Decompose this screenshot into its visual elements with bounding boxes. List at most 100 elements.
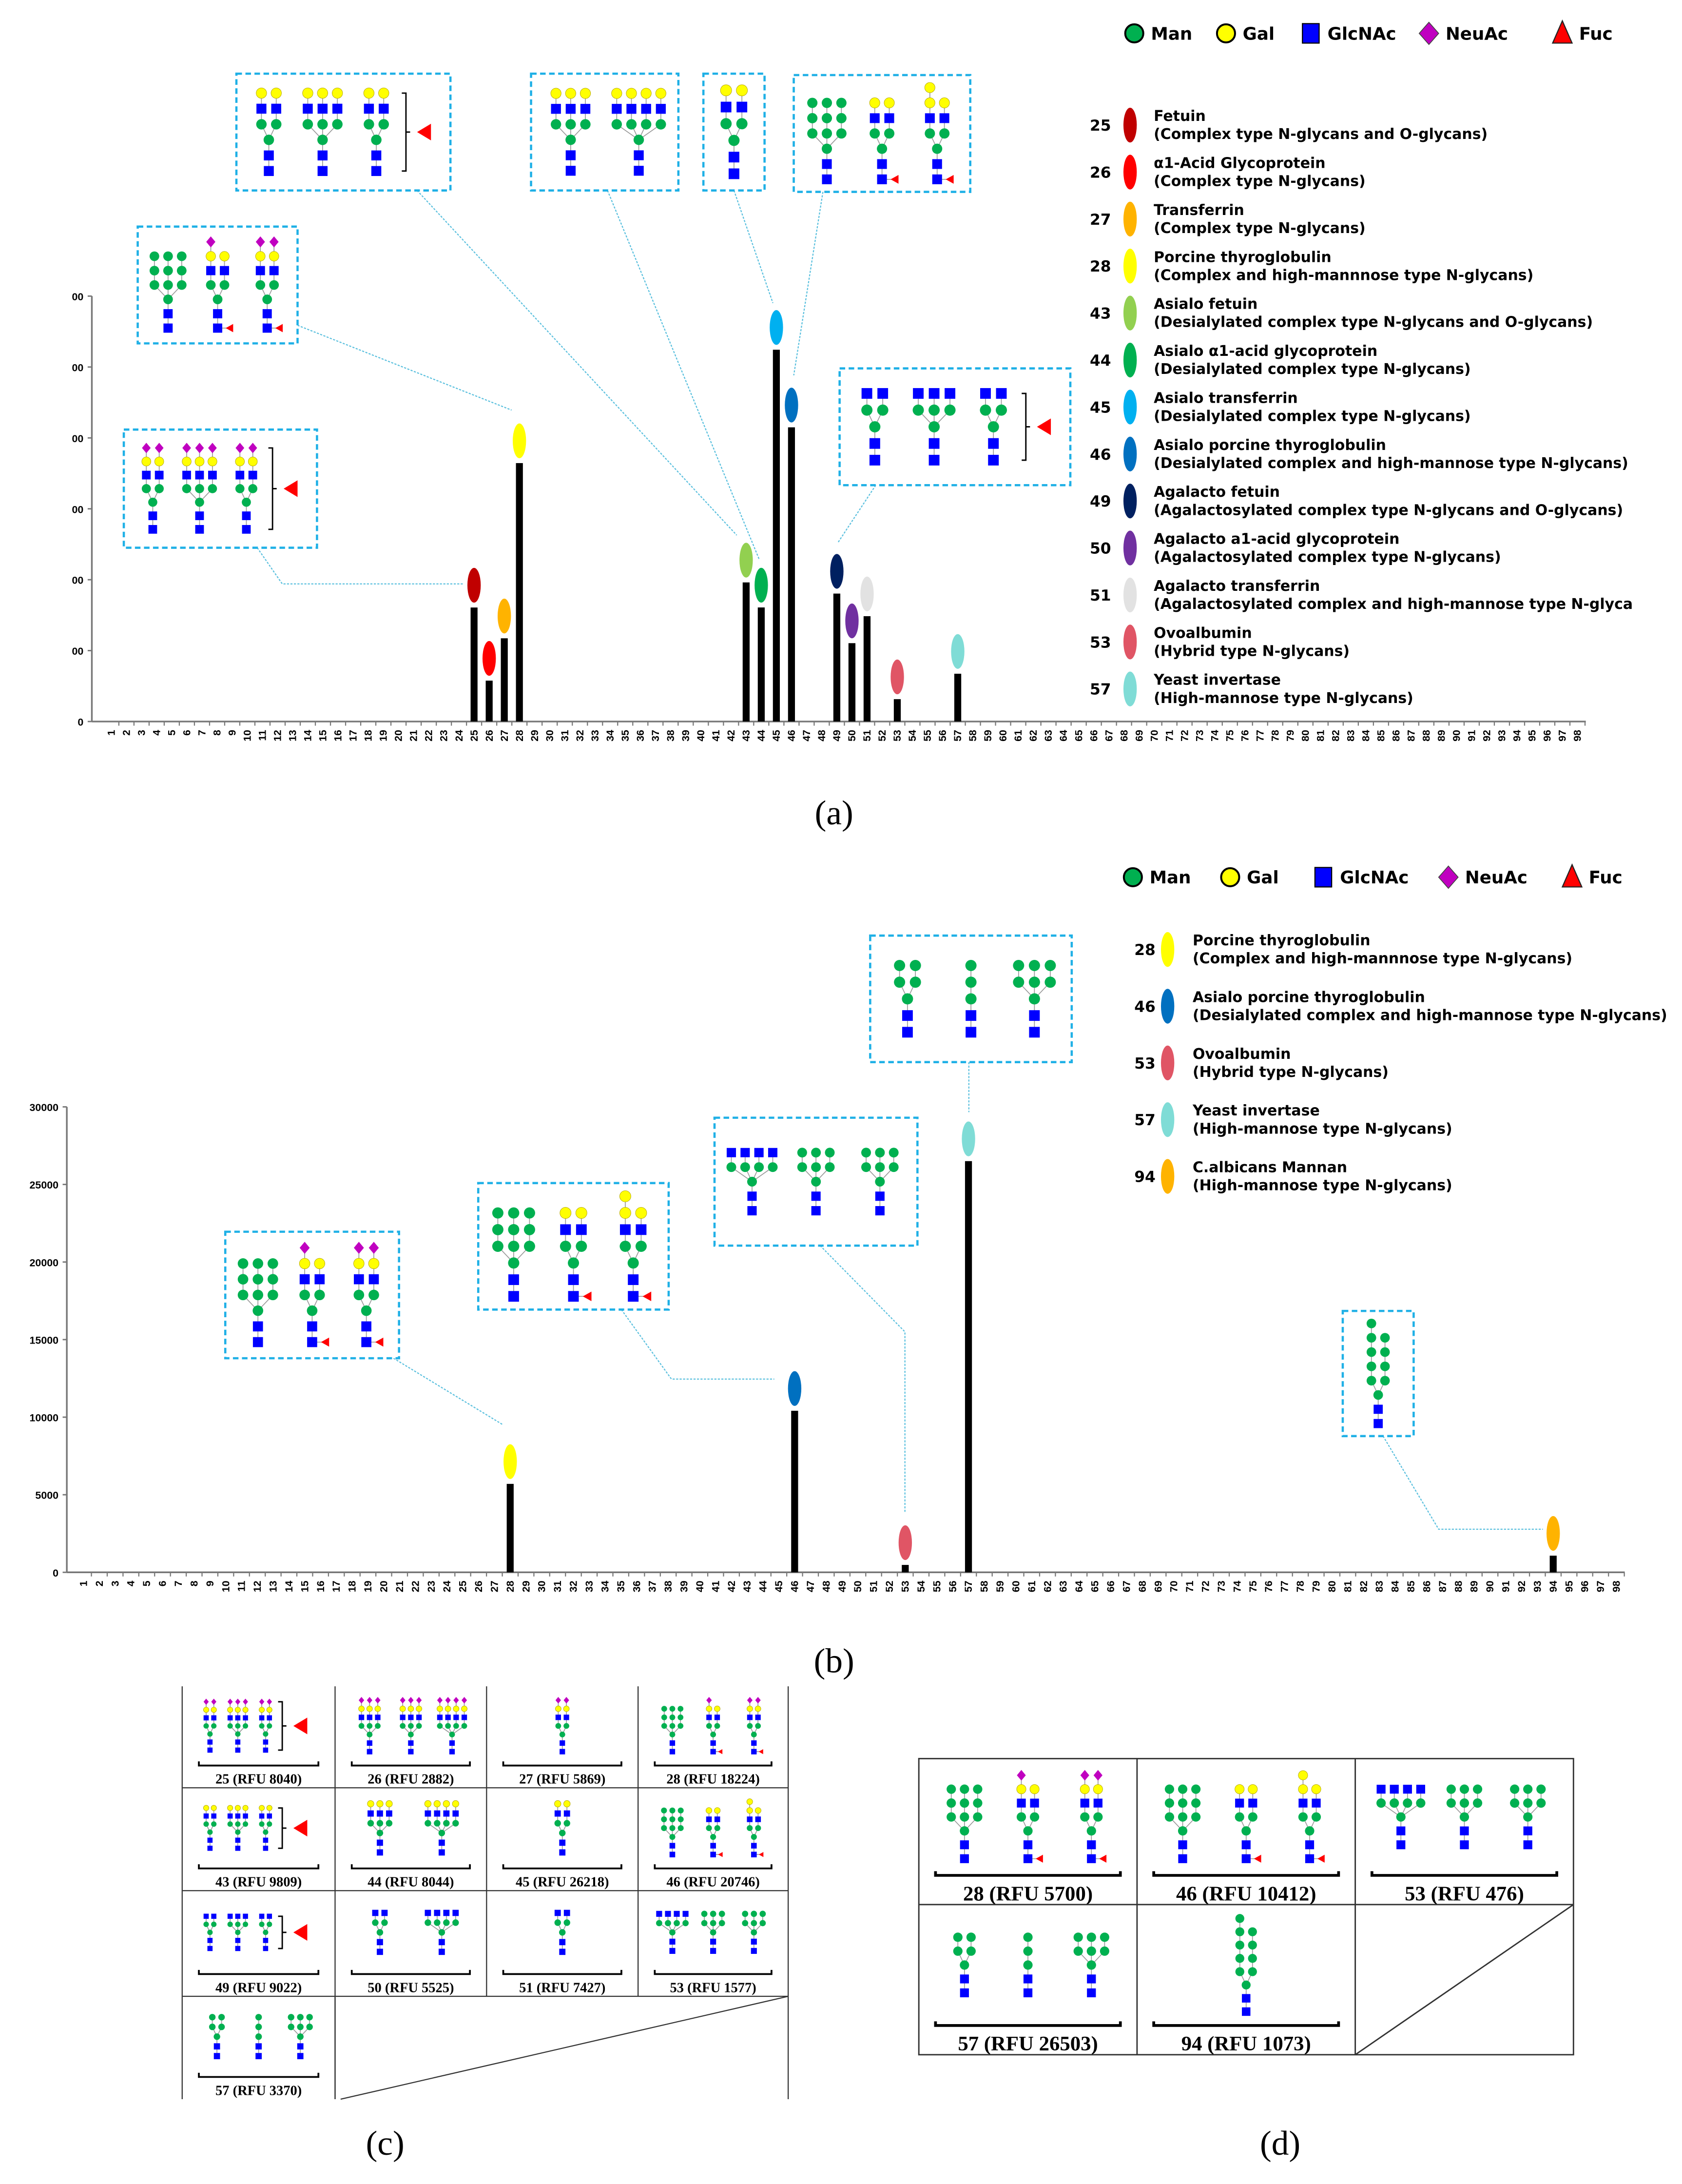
glcnac-icon [1023,1974,1033,1984]
glcnac-icon [297,2053,304,2060]
bar-46 [788,427,795,722]
glcnac-icon [163,323,173,333]
sugar-legend-label: Gal [1247,868,1279,888]
gal-icon [1029,1784,1040,1794]
legend-name: Agalacto fetuin [1154,484,1280,501]
man-icon [1100,1932,1109,1942]
legend-number: 57 [1134,1112,1156,1129]
x-tick-label: 70 [1168,1580,1180,1592]
glcnac-icon [211,1913,216,1919]
glcnac-icon [375,1715,381,1720]
man-icon [449,1732,455,1737]
sugar-legend-item: GlcNAc [1302,23,1396,44]
glcnac-icon [267,1715,272,1721]
gal-icon [211,1707,217,1713]
man-icon [207,1829,213,1835]
glcnac-icon [208,470,217,480]
x-tick-label: 92 [1481,730,1493,741]
fuc-icon [293,1924,308,1941]
leader-line [607,190,760,559]
glcnac-icon [902,1027,913,1038]
x-tick-label: 21 [408,730,420,741]
gal-icon [208,456,217,467]
x-tick-label: 96 [1579,1580,1591,1592]
glcnac-icon [875,1206,885,1216]
x-tick-label: 53 [899,1580,911,1592]
neuac-icon [453,1696,459,1704]
man-icon [875,1148,885,1158]
glcnac-icon [148,511,157,520]
man-icon [560,1241,571,1252]
sugar-legend-item: Man [1122,867,1191,888]
cell-label: 46 (RFU 10412) [1176,1882,1316,1905]
man-icon [909,959,921,971]
glcnac-icon [755,1816,761,1822]
glcnac-icon [452,1910,459,1916]
gal-icon [720,84,732,97]
man-icon [555,1723,561,1729]
man-icon [407,1732,414,1737]
glcnac-icon [751,1852,757,1857]
man-icon [1373,1390,1383,1400]
glcnac-icon [195,470,204,480]
neuac-icon [445,1696,451,1704]
legend-item-50: 50 Agalacto a1-acid glycoprotein(Agalacto… [1090,530,1501,566]
glcnac-icon [379,103,389,114]
glcnac-icon [619,1224,631,1235]
gal-icon [747,1705,753,1712]
man-icon [1086,1826,1096,1836]
fuc-icon [226,324,233,332]
glcnac-icon [263,1739,269,1745]
x-tick-label: 8 [212,730,223,736]
x-tick-label: 77 [1254,730,1266,741]
neuac-icon [706,1696,712,1704]
glcnac-icon [1314,867,1333,888]
man-icon [894,976,906,988]
x-tick-label: 85 [1375,730,1387,741]
gal-icon [366,1705,373,1712]
legend-description: (Hybrid type N-glycans) [1154,643,1350,660]
marker-57 [962,1121,975,1156]
glcnac-icon [925,113,935,123]
legend-description: (Agalactosylated complex and high-mannos… [1154,596,1633,613]
glcnac-icon [381,1910,388,1916]
x-tick-label: 11 [257,730,269,741]
man-icon [966,1946,976,1956]
x-tick-label: 58 [967,730,979,741]
gal-icon [378,87,389,99]
glcnac-icon [443,1910,450,1916]
x-tick-label: 68 [1137,1580,1148,1592]
man-icon [947,1798,956,1808]
glcnac-icon [656,104,666,114]
man-icon [267,1921,272,1927]
glcnac-icon [227,1715,233,1721]
glcnac-icon [452,1810,459,1817]
x-tick-label: 85 [1405,1580,1417,1592]
man-icon [149,280,159,290]
man-icon [674,1920,680,1927]
man-icon [237,1274,249,1285]
glcnac-icon [576,1224,587,1235]
man-icon [902,993,913,1005]
legend-description: (High-mannose type N-glycans) [1193,1120,1452,1137]
man-icon [434,1820,441,1827]
gal-icon [242,1805,249,1811]
glcnac-icon [213,2053,220,2060]
man-icon [255,2014,262,2021]
x-tick-label: 76 [1263,1580,1275,1592]
x-tick-label: 93 [1496,730,1508,741]
x-tick-label: 47 [805,1580,816,1592]
gal-icon [358,1705,365,1712]
x-tick-label: 14 [283,1580,295,1592]
man-icon [669,1929,676,1936]
legend-item-49: 49 Agalacto fetuin(Agalactosylated comple… [1090,484,1623,519]
marker-43 [739,543,753,578]
gal-icon [259,1707,265,1713]
man-icon [768,1162,778,1172]
man-icon [576,1241,587,1252]
glcnac-icon [163,309,173,318]
glcnac-icon [307,1337,317,1347]
man-icon [1241,1826,1251,1836]
man-icon [163,251,173,261]
bar-94 [1549,1556,1557,1573]
